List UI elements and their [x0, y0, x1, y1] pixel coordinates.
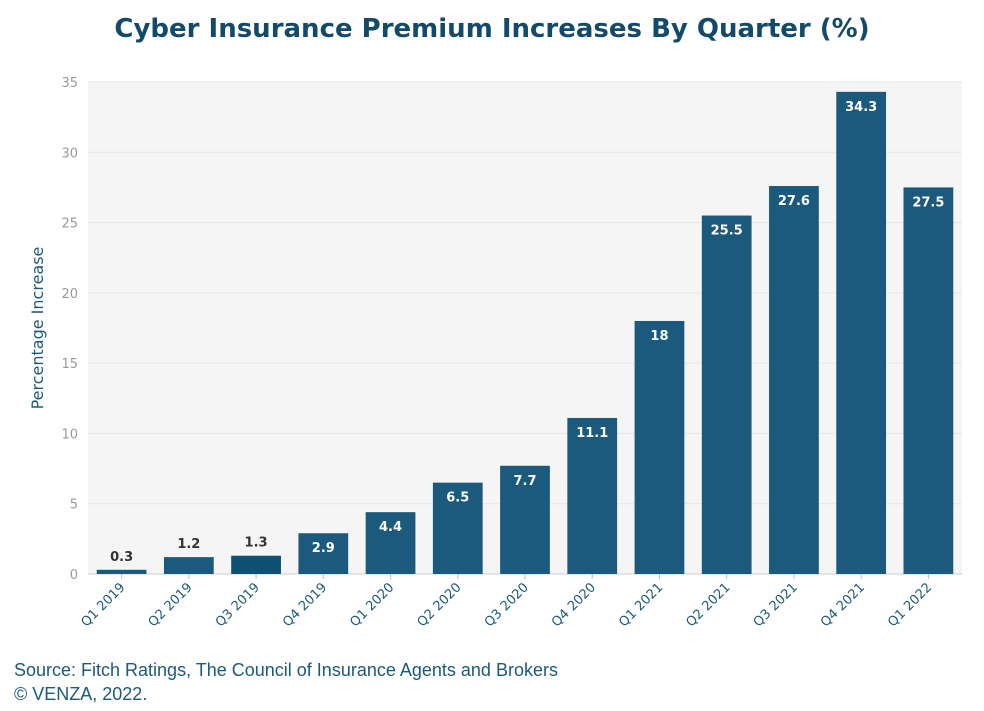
x-tick-label: Q1 2020: [347, 580, 397, 630]
data-label: 1.2: [177, 537, 200, 552]
x-tick-label: Q4 2020: [549, 580, 599, 630]
data-label: 18: [650, 329, 668, 344]
source-text: Source: Fitch Ratings, The Council of In…: [14, 660, 558, 680]
bar-chart: 0 5 10 15 20 25 30 35 0.3 1.2 1.3 2.9 4.4 6.5 7.7 11.1…: [28, 76, 962, 630]
y-tick-label: 35: [61, 76, 78, 91]
y-tick-label: 0: [70, 568, 78, 583]
x-tick-label: Q1 2022: [885, 580, 935, 630]
y-tick-label: 10: [61, 427, 78, 442]
x-tick-label: Q2 2020: [415, 580, 465, 630]
data-label: 25.5: [711, 224, 743, 239]
data-label: 2.9: [312, 541, 335, 556]
data-label: 1.3: [245, 536, 268, 551]
source-note: Source: Fitch Ratings, The Council of In…: [14, 658, 558, 706]
y-tick-label: 5: [70, 498, 78, 513]
x-tick-label: Q1 2021: [616, 580, 666, 630]
bar: [701, 215, 752, 575]
copyright-text: © VENZA, 2022.: [14, 684, 148, 704]
data-label: 27.6: [778, 194, 810, 209]
bar: [432, 482, 483, 574]
x-tick-label: Q1 2019: [78, 580, 128, 630]
bar: [836, 91, 887, 574]
bars: [96, 91, 954, 575]
bar: [903, 187, 954, 574]
data-label: 34.3: [845, 100, 877, 115]
data-label: 4.4: [379, 520, 402, 535]
x-tick-label: Q3 2021: [751, 580, 801, 630]
y-axis-label: Percentage Increase: [28, 247, 47, 410]
x-tick-label: Q3 2020: [482, 580, 532, 630]
x-tick-label: Q2 2021: [684, 580, 734, 630]
data-label: 7.7: [513, 474, 536, 489]
data-labels: 0.3 1.2 1.3 2.9 4.4 6.5 7.7 11.1 18 25.5 27.6 34.3 2…: [110, 100, 944, 565]
y-axis-ticks: 0 5 10 15 20 25 30 35: [61, 76, 78, 583]
x-tick-label: Q2 2019: [146, 580, 196, 630]
x-tick-label: Q3 2019: [213, 580, 263, 630]
bar: [231, 555, 281, 574]
x-tick-label: Q4 2021: [818, 580, 868, 630]
data-label: 6.5: [446, 491, 469, 506]
x-axis-ticks: Q1 2019 Q2 2019 Q3 2019 Q4 2019 Q1 2020 Q2 20…: [78, 574, 935, 630]
y-tick-label: 25: [61, 217, 78, 232]
bar: [298, 533, 349, 574]
bar: [96, 569, 147, 574]
y-tick-label: 15: [61, 357, 78, 372]
bar: [163, 557, 214, 574]
y-tick-label: 20: [61, 287, 78, 302]
bar: [365, 512, 416, 574]
chart-title: Cyber Insurance Premium Increases By Qua…: [114, 14, 870, 44]
data-label: 27.5: [912, 195, 944, 210]
x-tick-label: Q4 2019: [280, 580, 330, 630]
bar: [634, 320, 685, 574]
bar: [500, 465, 550, 574]
data-label: 0.3: [110, 550, 133, 565]
bar: [769, 186, 819, 574]
bar: [567, 417, 618, 574]
y-tick-label: 30: [61, 146, 78, 161]
data-label: 11.1: [576, 426, 608, 441]
